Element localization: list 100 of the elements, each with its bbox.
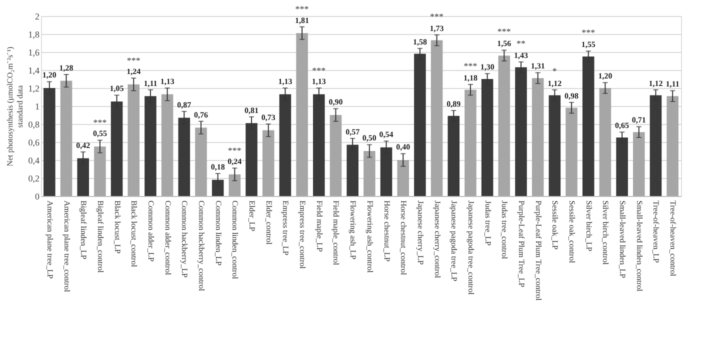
x-tick-label: Empress tree_LP (281, 200, 290, 256)
y-tick-label: 0,2 (28, 174, 40, 184)
y-tick-label: 1 (35, 102, 40, 112)
data-label: 0,90 (328, 98, 343, 107)
data-label: 1,24 (126, 67, 141, 76)
data-label: 0,98 (564, 91, 579, 100)
bar (532, 78, 544, 196)
data-label: 1,18 (463, 73, 478, 82)
data-label: 1,30 (480, 62, 494, 72)
bar (228, 174, 241, 196)
x-tick-label: Japanese cherry_control (432, 200, 442, 279)
y-axis-title: Net photosynthesis (µmolCO₂m⁻²s⁻¹) standard data (5, 46, 24, 166)
data-label: 0,76 (194, 110, 208, 120)
y-tick-label: 0,6 (28, 138, 40, 148)
data-label: 1,58 (412, 37, 427, 46)
annotation: *** (228, 145, 242, 156)
y-tick-label: 1,4 (28, 66, 40, 76)
data-label: 0,57 (346, 127, 360, 136)
data-label: 1,12 (548, 78, 562, 88)
y-tick-label: 0,4 (28, 156, 40, 166)
bar (666, 96, 678, 196)
x-tick-label: Small-leaved linden_control (634, 200, 644, 292)
x-tick-label: Bigleaf linden_LP (79, 200, 88, 260)
data-label: 1,11 (666, 80, 680, 89)
bar (633, 132, 645, 196)
data-label: 0,55 (92, 129, 107, 138)
x-tick-label: Common hackberry_LP (180, 200, 190, 278)
y-tick-label: 1,2 (28, 84, 40, 94)
x-tick-label: Field maple_LP (314, 200, 324, 252)
x-tick-label: Small-leaved linden_LP (618, 200, 628, 279)
annotation: * (552, 66, 558, 76)
x-tick-label: Common alder_control (163, 200, 172, 276)
data-label: 0,18 (210, 162, 225, 172)
bar (364, 151, 376, 196)
annotation: *** (497, 26, 512, 37)
x-tick-label: Sessile oak_LP (550, 200, 560, 250)
data-label: 1,13 (278, 77, 292, 86)
x-tick-label: Common linden_control (230, 200, 240, 280)
x-tick-label: Silver birch_control (601, 200, 610, 266)
y-tick-label: 1,8 (28, 30, 40, 40)
x-tick-label: Purple-Leaf Plum Tree_LP (517, 200, 526, 288)
bar (566, 108, 578, 196)
x-tick-label: Tree-of-heaven_LP (652, 200, 661, 264)
data-label: 1,31 (530, 62, 545, 71)
x-tick-label: Black locust_control (130, 200, 139, 268)
x-tick-label: Empress tree_control (298, 200, 308, 270)
annotation: *** (582, 28, 596, 38)
data-label: 1,13 (160, 77, 174, 86)
data-label: 0,24 (228, 157, 242, 166)
x-tick-label: Horse chestnut_LP (382, 200, 392, 262)
data-label: 1,12 (648, 78, 663, 88)
x-tick-label: Japanese pagoda tree_LP (450, 200, 459, 282)
x-tick-label: Judas tree_control (500, 200, 510, 260)
data-label: 0,40 (396, 142, 410, 152)
x-tick-label: Field maple_control (332, 200, 341, 266)
bar (599, 88, 612, 196)
y-tick-label: 1,6 (28, 48, 40, 58)
data-label: 1,20 (598, 72, 612, 81)
data-label: 1,13 (312, 77, 326, 86)
x-tick-label: Purple-Leaf Plum Tree_control (534, 200, 543, 302)
bar (195, 128, 207, 196)
bar (397, 160, 409, 196)
x-tick-label: Common linden_LP (214, 200, 223, 266)
annotation: *** (295, 4, 310, 14)
annotation: *** (312, 65, 326, 76)
bar (94, 146, 106, 196)
bar (430, 40, 443, 196)
data-label: 0,65 (615, 121, 630, 130)
x-tick-label: Japanese pagoda tree_control (466, 200, 476, 296)
annotation: *** (430, 11, 444, 22)
data-label: 0,87 (177, 100, 192, 110)
bar (128, 84, 140, 196)
x-tick-label: Elder_control (264, 200, 274, 246)
bar (161, 94, 174, 196)
data-label: 1,55 (581, 40, 596, 50)
data-label: 1,56 (497, 39, 512, 48)
data-label: 0,50 (362, 134, 376, 143)
data-label: 1,28 (59, 64, 74, 72)
x-tick-label: Elder_LP (248, 200, 257, 232)
x-tick-label: Common hackberry_control (197, 200, 206, 292)
y-tick-label: 0,8 (28, 120, 40, 130)
bar (330, 115, 342, 196)
bar (262, 130, 274, 196)
x-tick-label: Common alder_LP (146, 200, 156, 262)
data-label: 1,81 (295, 16, 310, 25)
data-label: 1,43 (514, 50, 528, 60)
data-label: 0,42 (76, 140, 90, 150)
bar (296, 33, 308, 196)
x-tick-label: Judas tree_LP (483, 200, 492, 246)
data-label: 0,81 (244, 106, 259, 115)
x-tick-label: Tree-of-heaven_control (668, 200, 678, 277)
annotation: *** (126, 55, 141, 66)
x-tick-label: Flowering ash_LP (348, 200, 358, 260)
y-tick-label: 0 (35, 192, 40, 202)
x-tick-label: Black locust_LP (112, 200, 122, 254)
x-tick-label: Sessile oak_control (568, 200, 577, 264)
data-label: 0,89 (446, 100, 461, 108)
data-label: 1,05 (110, 84, 124, 94)
y-tick-label: 2 (35, 12, 40, 22)
data-label: 0,54 (379, 130, 394, 140)
